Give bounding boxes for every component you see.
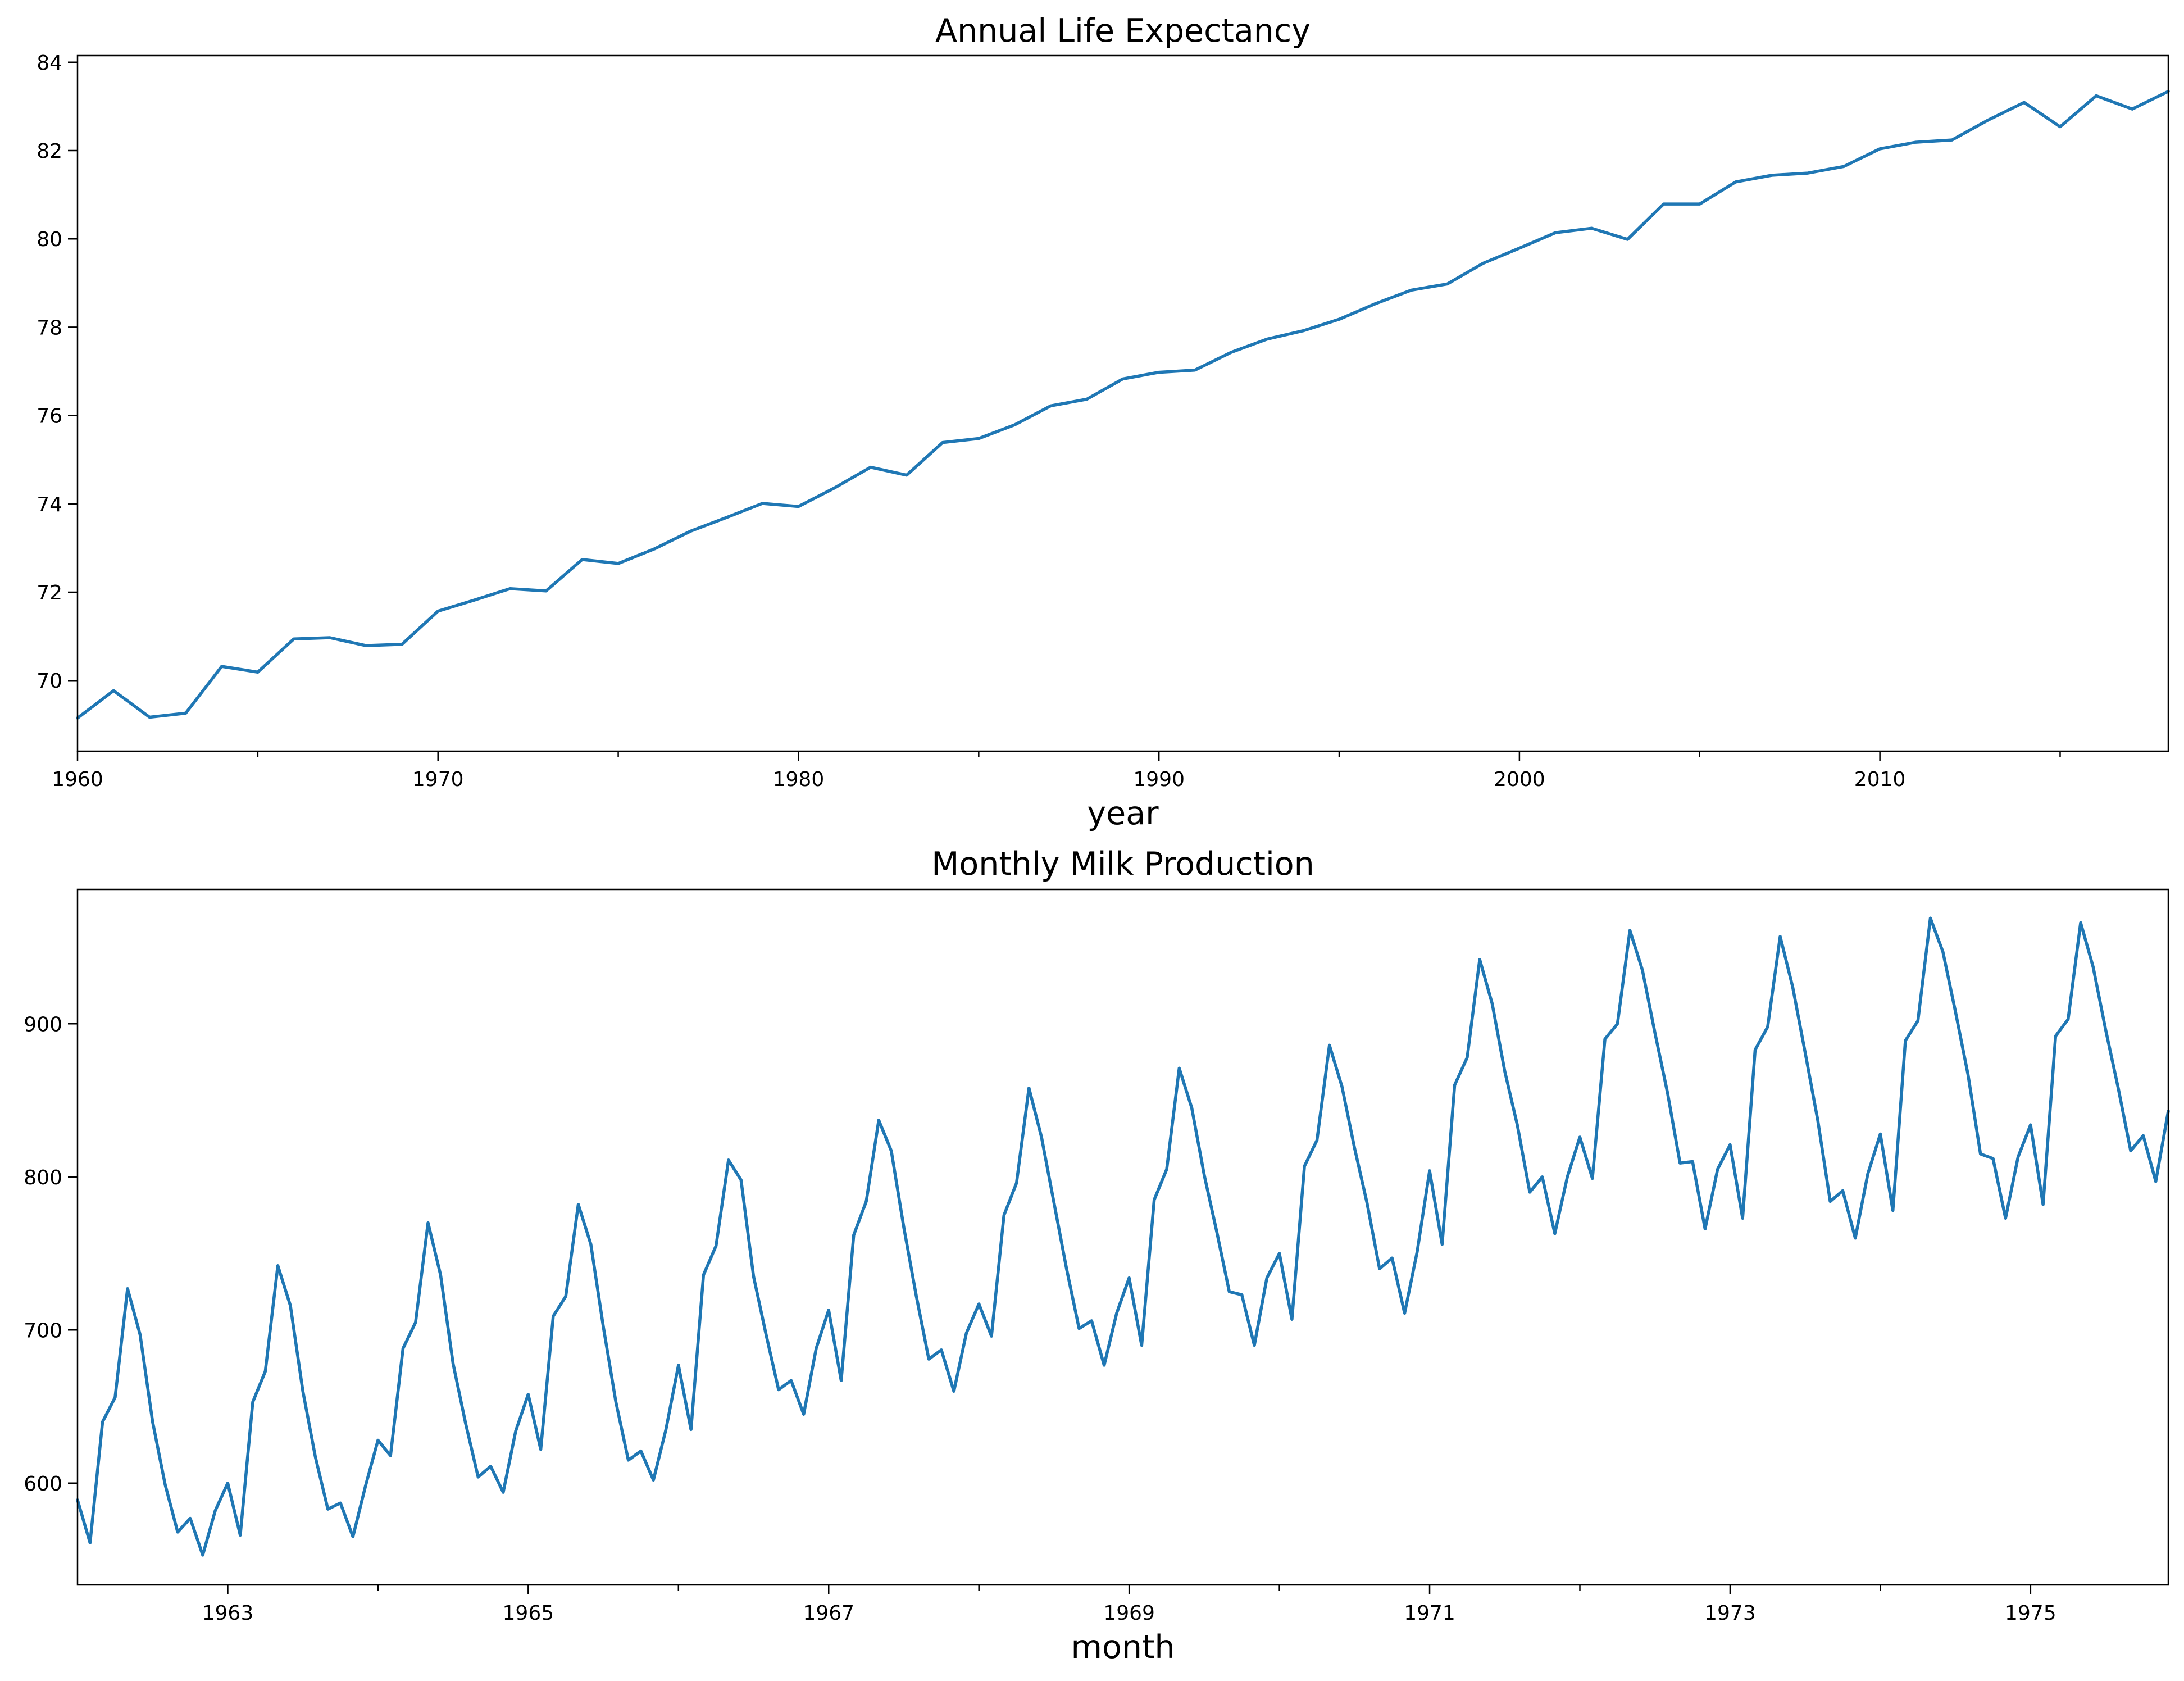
milk-production-x-ticks: 1963 1965 1967 1969 1971 1973 1975	[202, 1585, 2056, 1625]
x-tick-label: 2010	[1854, 768, 1906, 791]
x-tick-label: 1965	[503, 1602, 554, 1625]
x-tick-label: 1967	[803, 1602, 854, 1625]
y-tick-label: 82	[37, 140, 62, 163]
milk-production-x-axis-label: month	[1071, 1629, 1175, 1666]
x-tick-label: 1960	[52, 768, 103, 791]
x-tick-label: 1963	[202, 1602, 254, 1625]
y-tick-label: 80	[37, 228, 62, 251]
x-tick-label: 1969	[1103, 1602, 1155, 1625]
x-tick-label: 1970	[412, 768, 464, 791]
milk-production-chart: Monthly Milk Production 1963 1965 1967 1969…	[24, 846, 2170, 1666]
y-tick-label: 600	[24, 1473, 62, 1496]
life-expectancy-series-group	[76, 89, 2170, 720]
y-tick-label: 700	[24, 1319, 62, 1342]
milk-production-title: Monthly Milk Production	[931, 846, 1314, 883]
life-expectancy-plot-frame	[76, 54, 2169, 752]
milk-production-plot-frame	[76, 888, 2169, 1586]
life-expectancy-x-axis-label: year	[1087, 795, 1159, 832]
y-tick-label: 76	[37, 405, 62, 428]
x-tick-label: 2000	[1494, 768, 1545, 791]
x-tick-label: 1975	[2005, 1602, 2056, 1625]
x-tick-label: 1990	[1133, 768, 1185, 791]
milk-production-y-ticks: 600 700 800 900	[24, 1013, 78, 1496]
y-tick-label: 74	[37, 493, 62, 516]
x-tick-label: 1980	[773, 768, 825, 791]
y-tick-label: 78	[37, 316, 62, 339]
life-expectancy-title: Annual Life Expectancy	[935, 12, 1311, 49]
x-tick-label: 1973	[1704, 1602, 1756, 1625]
y-tick-label: 900	[24, 1013, 62, 1036]
y-tick-label: 70	[37, 670, 62, 693]
x-tick-label: 1971	[1404, 1602, 1455, 1625]
life-expectancy-x-ticks: 1960 1970 1980 1990 2000 2010	[52, 751, 2061, 791]
milk-production-series-group	[76, 916, 2170, 1557]
y-tick-label: 84	[37, 52, 62, 75]
life-expectancy-chart: Annual Life Expectancy 1960 1970 1980 1990 2…	[37, 12, 2170, 832]
y-tick-label: 72	[37, 581, 62, 605]
life-expectancy-y-ticks: 70 72 74 76 78 80 82 84	[37, 52, 78, 693]
series-line	[76, 916, 2170, 1557]
y-tick-label: 800	[24, 1166, 62, 1189]
series-line	[76, 89, 2170, 720]
